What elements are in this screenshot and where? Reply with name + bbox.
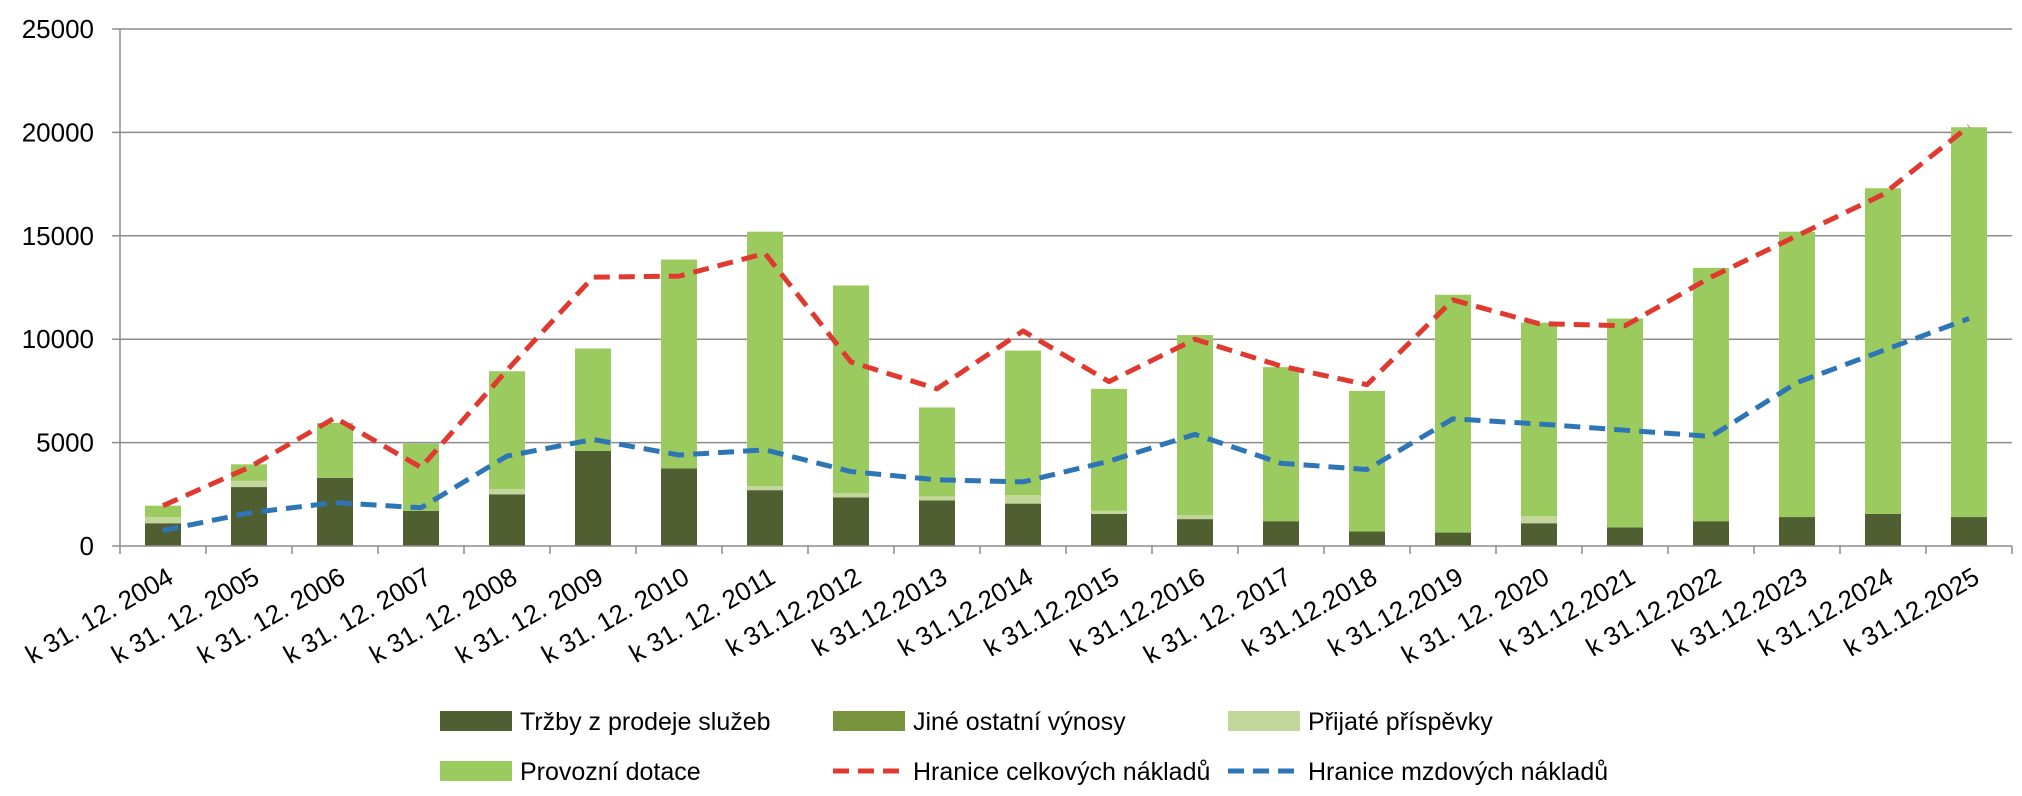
bars (145, 127, 1987, 546)
bar-segment (833, 285, 869, 494)
bar-segment (317, 422, 353, 478)
bar-segment (661, 468, 697, 546)
axes (112, 28, 2013, 554)
series-line (162, 316, 1970, 533)
bar-segment (747, 490, 783, 546)
bar-segment (1521, 516, 1557, 524)
bar-segment (575, 450, 611, 546)
bar-segment (1865, 513, 1901, 546)
legend-item: Provozní dotace (440, 758, 701, 786)
bar-segment (919, 500, 955, 546)
y-tick-label: 10000 (22, 324, 94, 354)
bar-segment (1263, 367, 1299, 522)
bar-segment (145, 505, 181, 518)
lines (161, 124, 1971, 533)
legend-label: Přijaté příspěvky (1308, 708, 1493, 736)
bar-segment (1091, 513, 1127, 546)
bar-segment (747, 486, 783, 491)
legend-swatch (1228, 711, 1300, 731)
bar-segment (1091, 510, 1127, 514)
bar-segment (1607, 527, 1643, 546)
bar-segment (317, 477, 353, 546)
y-tick-label: 20000 (22, 117, 94, 147)
y-tick-label: 5000 (36, 428, 94, 458)
legend-item: Jiné ostatní výnosy (833, 708, 1126, 736)
bar-segment (1349, 531, 1385, 546)
bar-segment (1177, 335, 1213, 515)
bar-segment (1779, 517, 1815, 546)
bar-segment (1005, 503, 1041, 546)
bar-segment (1177, 519, 1213, 546)
bar-segment (1607, 318, 1643, 528)
legend-item: Hranice mzdových nákladů (1228, 758, 1608, 786)
bar-segment (1091, 388, 1127, 511)
legend-item: Tržby z prodeje služeb (440, 708, 771, 736)
bar-segment (1177, 514, 1213, 520)
bar-segment (231, 487, 267, 546)
legend-swatch (440, 761, 512, 781)
bar-segment (1951, 517, 1987, 546)
legend: Tržby z prodeje služeb Jiné ostatní výnos… (440, 708, 1608, 786)
legend-swatch (440, 711, 512, 731)
bar-segment (489, 489, 525, 495)
y-tick-labels: 0 5000 10000 15000 20000 25000 (22, 14, 94, 561)
legend-label: Hranice celkových nákladů (913, 758, 1210, 786)
legend-item: Přijaté příspěvky (1228, 708, 1493, 736)
bar-segment (1693, 521, 1729, 546)
bar-segment (1263, 521, 1299, 546)
bar-segment (661, 259, 697, 469)
bar-segment (1435, 532, 1471, 546)
y-tick-label: 15000 (22, 221, 94, 251)
bar-segment (833, 497, 869, 546)
bar-segment (1521, 523, 1557, 546)
bar-segment (231, 464, 267, 481)
bar-segment (919, 496, 955, 501)
legend-label: Tržby z prodeje služeb (520, 708, 771, 736)
bar-segment (489, 371, 525, 490)
legend-label: Hranice mzdových nákladů (1308, 758, 1608, 786)
series-line (161, 124, 1971, 508)
bar-segment (1693, 267, 1729, 522)
legend-item: Hranice celkových nákladů (833, 758, 1210, 786)
bar-segment (1005, 495, 1041, 504)
bar-segment (575, 348, 611, 451)
bar-segment (833, 493, 869, 498)
bar-segment (747, 231, 783, 487)
bar-segment (1951, 127, 1987, 518)
bar-segment (403, 510, 439, 546)
bar-segment (1435, 294, 1471, 533)
bar-segment (231, 480, 267, 488)
bar-segment (145, 517, 181, 524)
y-tick-label: 25000 (22, 14, 94, 44)
y-tick-label: 0 (80, 531, 94, 561)
bar-segment (919, 407, 955, 497)
bar-segment (1521, 322, 1557, 517)
bar-segment (489, 494, 525, 546)
legend-label: Provozní dotace (520, 758, 701, 786)
bar-segment (1779, 231, 1815, 518)
bar-segment (1005, 350, 1041, 496)
legend-label: Jiné ostatní výnosy (913, 708, 1126, 736)
legend-swatch (833, 711, 905, 731)
